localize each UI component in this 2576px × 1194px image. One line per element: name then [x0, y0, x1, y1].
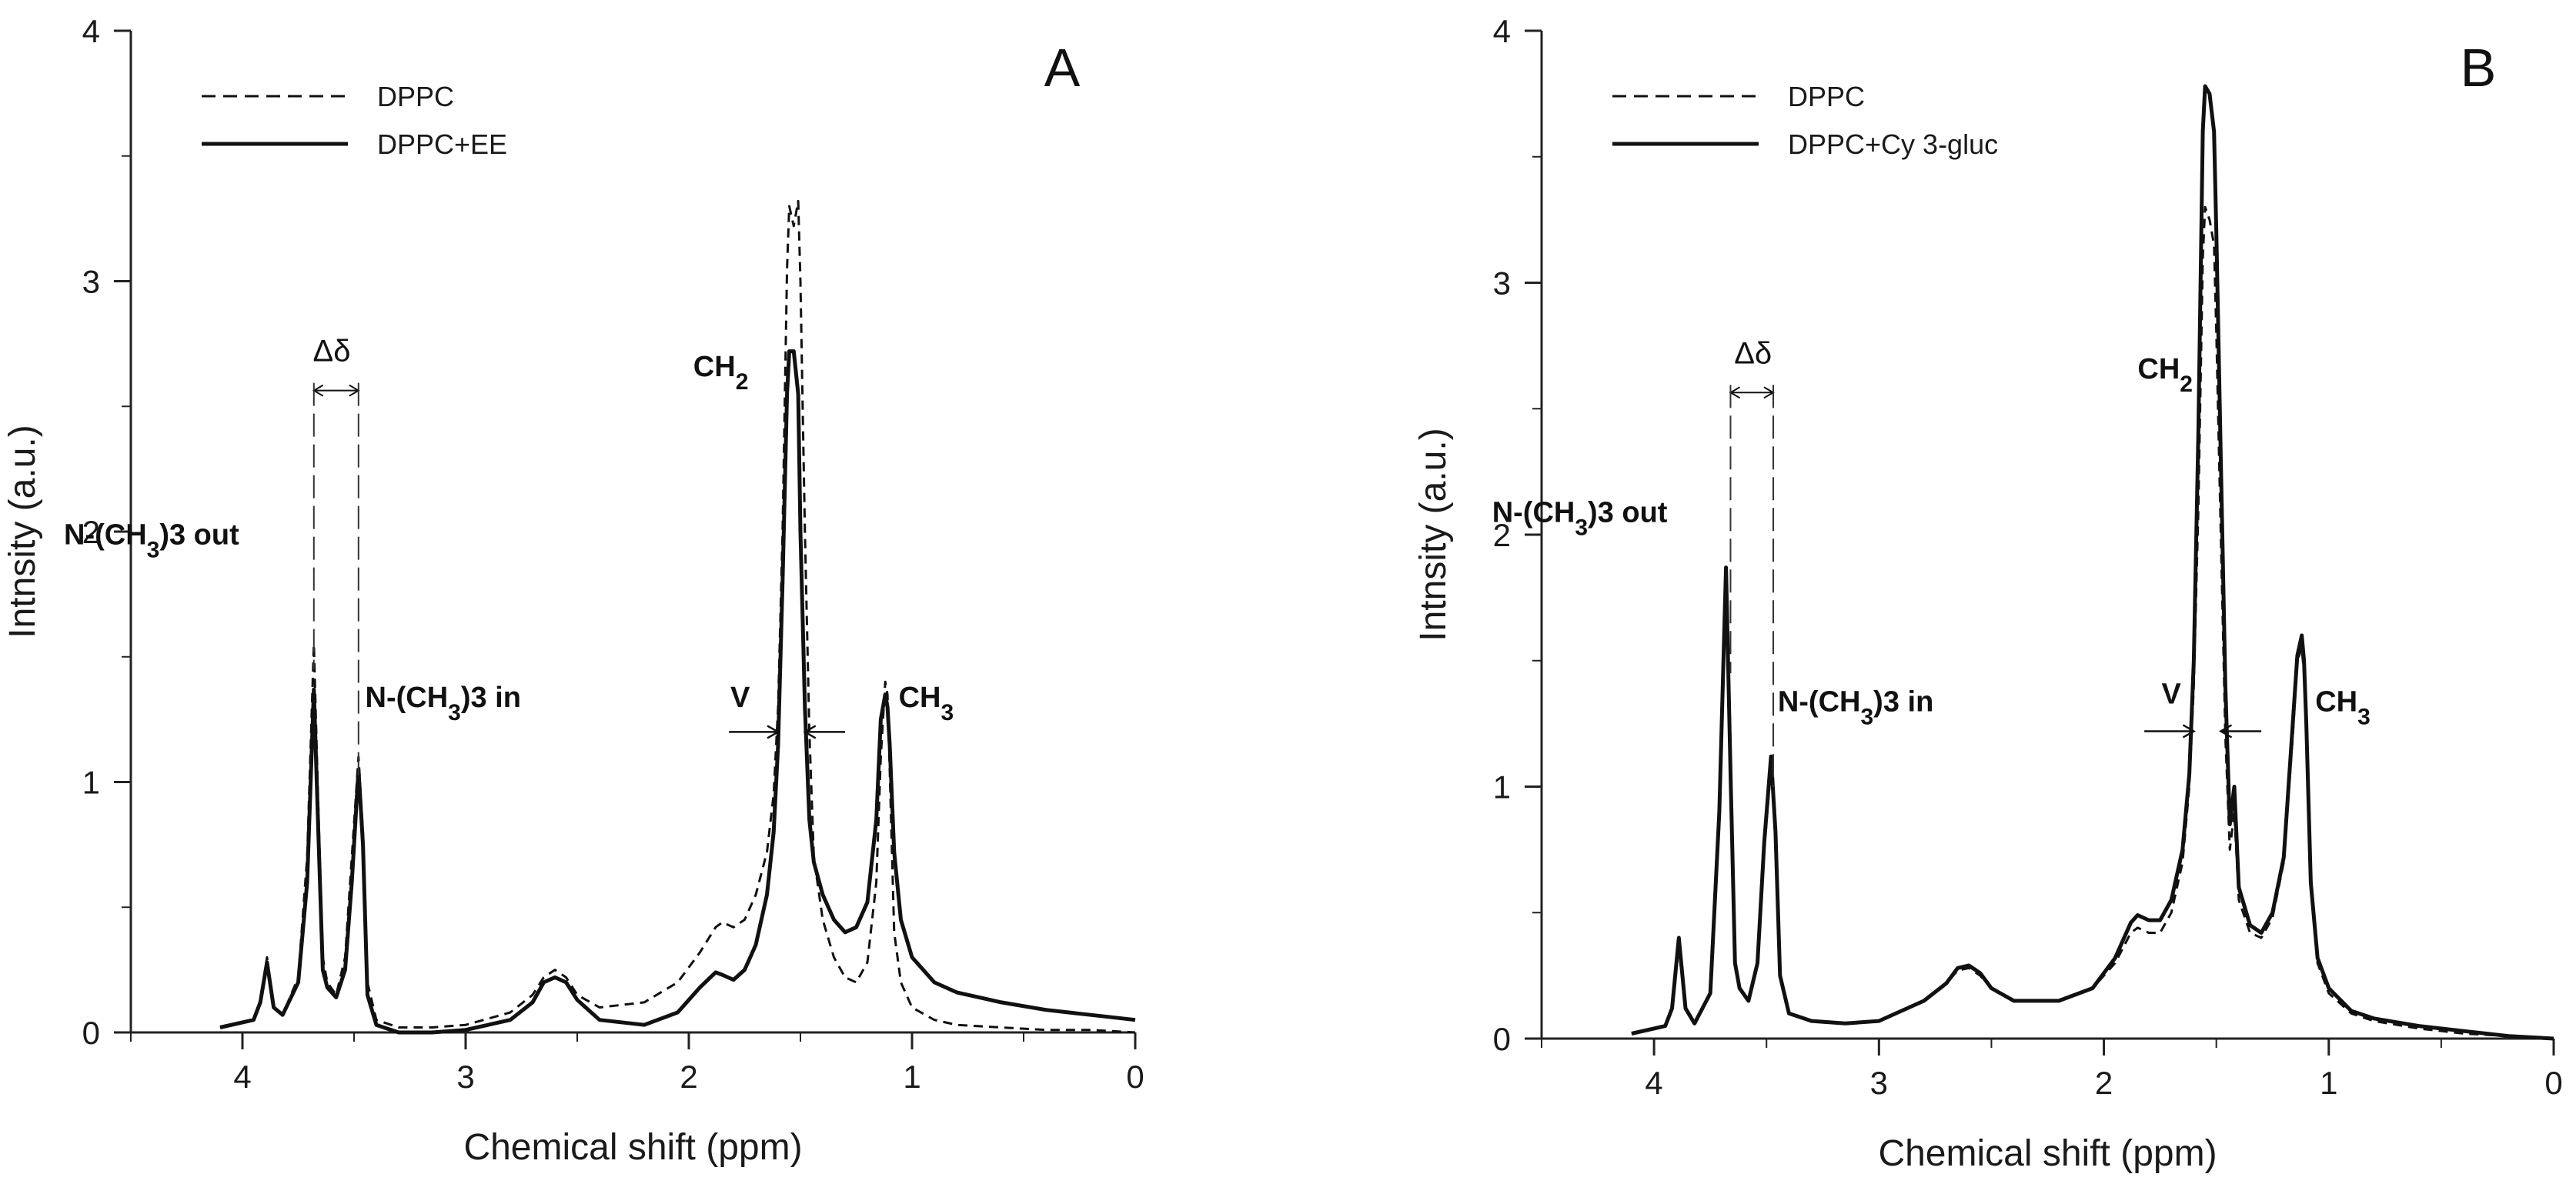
x-tick-label: 1: [903, 1059, 920, 1095]
annotation-v: V: [730, 682, 750, 714]
annotation-n-in: N-(CH3)3 in: [1778, 685, 1933, 729]
x-tick-label: 3: [1870, 1065, 1888, 1101]
x-tick-label: 2: [680, 1059, 697, 1095]
x-tick-label: 4: [1645, 1065, 1662, 1101]
x-axis-title: Chemical shift (ppm): [1878, 1133, 2217, 1174]
y-axis-title: Intnsity (a.u.): [1413, 428, 1454, 641]
y-tick-label: 3: [82, 264, 100, 300]
annotation-ch3: CH3: [2315, 685, 2371, 729]
legend-label: DPPC+EE: [377, 128, 507, 160]
series-line-dppc: [1631, 205, 2554, 1040]
y-tick-label: 2: [82, 514, 100, 550]
x-tick-label: 0: [1126, 1059, 1144, 1095]
x-tick-label: 0: [2544, 1065, 2562, 1101]
x-axis-title: Chemical shift (ppm): [463, 1127, 802, 1168]
annotation-ch3: CH3: [899, 682, 954, 725]
width-arrowhead-left: [767, 725, 780, 739]
series-line-dppc-ee: [219, 349, 1136, 1035]
series-line-dppc: [219, 199, 1136, 1034]
x-tick-label: 2: [2095, 1065, 2113, 1101]
panel-label: B: [2461, 38, 2497, 98]
width-arrowhead-right: [2218, 724, 2233, 739]
annotation-delta: Δδ: [313, 335, 351, 369]
annotation-delta: Δδ: [1734, 336, 1772, 370]
y-tick-label: 1: [82, 765, 100, 801]
y-axis-title: Intnsity (a.u.): [2, 425, 43, 638]
y-tick-label: 3: [1493, 265, 1511, 302]
legend-label: DPPC: [1788, 81, 1865, 112]
x-tick-label: 1: [2320, 1065, 2337, 1101]
legend-label: DPPC+Cy 3-gluc: [1788, 128, 1998, 160]
width-arrowhead-left: [2182, 724, 2196, 739]
y-tick-label: 0: [82, 1015, 100, 1051]
annotation-ch2: CH2: [2137, 353, 2193, 397]
width-arrowhead-right: [803, 725, 817, 739]
annotation-ch2: CH2: [693, 351, 749, 395]
x-tick-label: 3: [456, 1059, 474, 1095]
x-tick-label: 4: [233, 1059, 251, 1095]
chart-panel-a: 0 1 2 3 4 4 3 2 1 0 Chemical shift (ppm) Intnsity (…: [2, 13, 1144, 1168]
panel-label: A: [1044, 38, 1081, 98]
annotation-n-out: N-(CH3)3 out: [64, 519, 239, 562]
y-tick-label: 1: [1493, 769, 1511, 805]
series-line-dppc-cy-3-gluc: [1631, 84, 2554, 1041]
y-tick-label: 4: [1493, 13, 1511, 49]
y-tick-label: 2: [1493, 517, 1511, 553]
y-tick-label: 4: [82, 13, 100, 49]
legend-label: DPPC: [377, 81, 454, 112]
y-tick-label: 0: [1493, 1021, 1511, 1057]
annotation-v: V: [2162, 678, 2182, 710]
chart-panel-b: 0 1 2 3 4 4 3 2 1 0 Chemical shift (ppm) Intnsity (…: [1413, 13, 2563, 1174]
annotation-n-in: N-(CH3)3 in: [366, 682, 521, 725]
annotation-n-out: N-(CH3)3 out: [1492, 497, 1668, 541]
